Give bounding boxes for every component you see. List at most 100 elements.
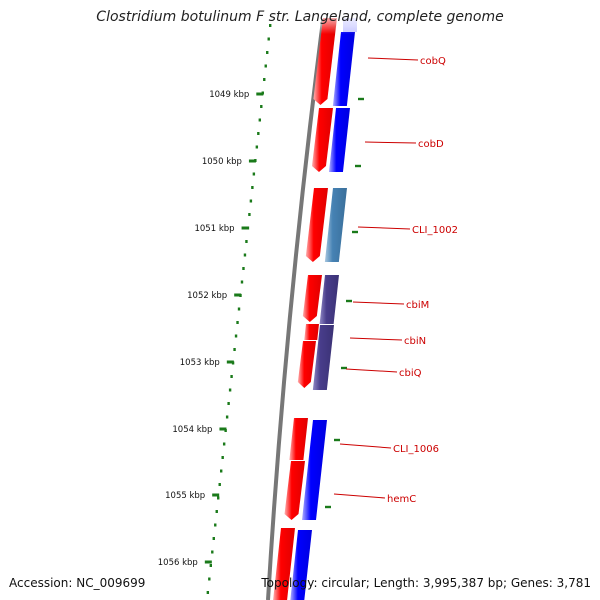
accession-label: Accession: NC_009699	[9, 576, 146, 590]
ruler-tick	[204, 560, 212, 564]
forward-gene-arrow	[304, 324, 319, 340]
ruler-dot	[208, 577, 211, 581]
ruler-dot	[212, 537, 215, 540]
ruler-dot	[219, 469, 223, 473]
ruler-dot	[211, 550, 214, 554]
ruler-dot	[240, 280, 244, 284]
reverse-gene-arrow	[324, 188, 347, 262]
ruler-dot	[234, 334, 238, 338]
ruler-tick	[219, 427, 227, 431]
ruler-dot	[248, 213, 251, 216]
ruler-dot	[263, 78, 266, 81]
reverse-gene-arrow	[319, 275, 339, 324]
genome-backbone	[266, 19, 325, 600]
gene-leader-line	[345, 368, 398, 373]
gene-leader-line	[357, 226, 411, 230]
ruler-dot	[242, 267, 245, 270]
forward-gene-arrow	[313, 18, 337, 105]
reverse-gene-arrow	[290, 530, 312, 600]
ruler-tick-label: 1053 kbp	[180, 358, 220, 368]
ruler-tick-label: 1056 kbp	[158, 558, 198, 568]
ruler-dot	[225, 415, 229, 419]
strand-tick	[325, 505, 331, 509]
ruler-tick-label: 1050 kbp	[202, 157, 242, 167]
ruler-dot	[245, 240, 248, 243]
ruler-dot	[233, 348, 236, 351]
gene-track	[273, 18, 357, 600]
ruler-tick-label: 1052 kbp	[187, 291, 227, 301]
gene-leader-line	[333, 493, 386, 499]
forward-gene-arrow	[273, 528, 295, 600]
ruler-dot	[236, 321, 239, 324]
ruler-dot	[222, 442, 226, 446]
gene-label: cbiQ	[399, 368, 422, 379]
ruler-dot	[249, 199, 253, 203]
reverse-gene-arrow	[332, 32, 355, 106]
forward-gene-arrow	[311, 108, 333, 172]
gene-label: cobD	[418, 139, 444, 150]
ruler-dot	[267, 37, 270, 41]
topology-label: Topology: circular; Length: 3,995,387 bp…	[261, 576, 591, 590]
gene-label: CLI_1006	[393, 444, 439, 455]
gene-leader-line	[339, 443, 392, 449]
strand-tick	[346, 299, 352, 303]
ruler-ticks: 1049 kbp 1050 kbp 1051 kbp 1052 kbp 1053 kbp…	[158, 90, 364, 568]
ruler-tick	[248, 159, 256, 163]
strand-tick	[352, 230, 358, 234]
ruler-dot	[215, 510, 218, 513]
ruler-dot	[243, 253, 247, 257]
gene-label: hemC	[387, 494, 416, 505]
gene-leader-line	[367, 57, 419, 61]
ruler-dotted-line	[206, 24, 272, 594]
ruler-tick	[234, 293, 242, 297]
ruler-dot	[260, 105, 263, 108]
gene-leader-line	[364, 141, 417, 144]
ruler-dot	[257, 132, 260, 135]
gene-leader-line	[352, 301, 405, 305]
ruler-dot	[237, 307, 241, 311]
ruler-tick-label: 1054 kbp	[172, 425, 212, 435]
reverse-gene-arrow	[328, 108, 350, 172]
ruler-dot	[217, 496, 220, 500]
forward-gene-arrow	[297, 341, 316, 388]
top-fade	[300, 14, 380, 34]
ruler-tick	[212, 493, 220, 497]
ruler-dot	[258, 118, 262, 122]
ruler-tick-label: 1051 kbp	[194, 224, 234, 234]
page-title: Clostridium botulinum F str. Langeland, …	[96, 9, 504, 25]
gene-label: cobQ	[420, 56, 446, 67]
ruler-tick-label: 1049 kbp	[209, 90, 249, 100]
strand-tick	[358, 97, 364, 101]
gene-label: cbiM	[406, 300, 429, 311]
gene-leader-line	[349, 337, 403, 341]
ruler-dot	[251, 186, 254, 189]
ruler-dot	[206, 591, 210, 594]
ruler-dot	[252, 172, 256, 176]
strand-tick	[341, 366, 347, 370]
strand-tick	[355, 164, 361, 168]
gene-label: cbiN	[404, 336, 426, 347]
ruler-dot	[228, 388, 232, 392]
ruler-dot	[230, 375, 233, 378]
ruler-dot	[227, 402, 230, 405]
ruler-dot	[218, 483, 221, 486]
ruler-tick	[256, 92, 264, 96]
forward-gene-arrow	[302, 275, 322, 322]
gene-labels: cobQ cobD CLI_1002 cbiM cbiN cbiQ CLI_1006 hemC	[333, 56, 458, 505]
ruler-dot	[214, 523, 217, 527]
forward-gene-arrow	[289, 418, 308, 460]
ruler-dot	[255, 145, 259, 149]
reverse-gene-arrow	[312, 325, 334, 390]
ruler-dot	[221, 456, 224, 459]
ruler-dot	[264, 64, 267, 68]
ruler-dot	[269, 24, 272, 27]
strand-tick	[334, 438, 340, 442]
forward-gene-arrow	[305, 188, 328, 262]
gene-label: CLI_1002	[412, 225, 458, 236]
ruler-tick	[241, 226, 249, 230]
reverse-gene-arrow	[302, 420, 327, 520]
forward-gene-arrow	[284, 461, 305, 520]
ruler-dot	[209, 564, 212, 567]
